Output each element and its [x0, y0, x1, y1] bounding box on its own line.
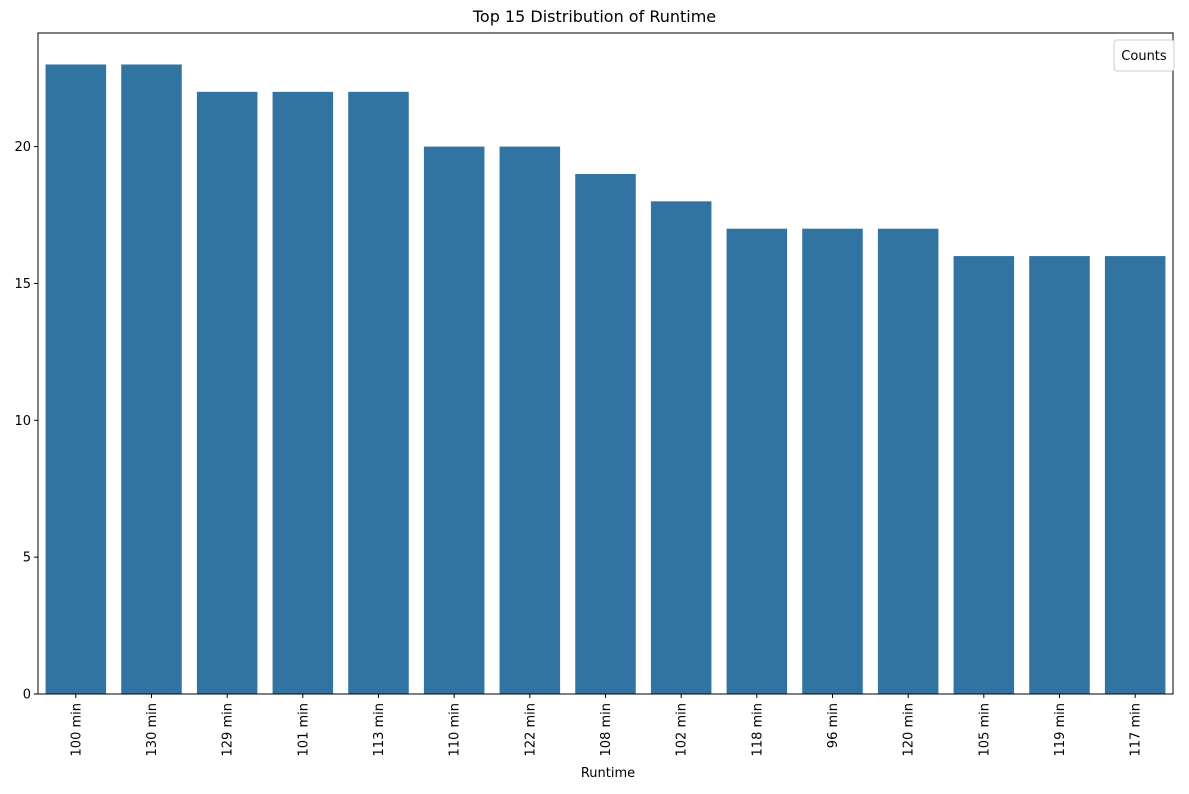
x-axis-label: Runtime — [581, 766, 635, 781]
plot-frame — [37, 32, 1174, 695]
x-tick-label: 105 min — [977, 703, 992, 756]
x-tick-label: 101 min — [296, 703, 311, 756]
y-axis: 0 5 10 15 20 — [14, 140, 38, 703]
y-tick-label: 15 — [14, 277, 31, 292]
bar — [1029, 256, 1090, 694]
bar — [272, 91, 334, 695]
bar — [196, 91, 258, 695]
bar — [45, 64, 107, 695]
bar — [575, 173, 636, 694]
x-tick-label: 113 min — [372, 703, 387, 756]
x-tick-label: 108 min — [599, 703, 614, 756]
x-tick-label: 100 min — [69, 703, 84, 756]
bar — [499, 146, 561, 695]
x-tick-label: 129 min — [221, 703, 236, 756]
x-tick-label: 118 min — [750, 703, 765, 756]
bar — [953, 256, 1015, 694]
bar — [423, 146, 485, 695]
x-tick-label: 122 min — [523, 703, 538, 756]
x-tick-label: 96 min — [826, 703, 841, 748]
bars-layer — [45, 64, 1166, 695]
chart-title: Top 15 Distribution of Runtime — [472, 7, 716, 26]
legend: Counts — [1113, 39, 1175, 72]
y-tick-label: 20 — [14, 140, 31, 155]
legend-title: Counts — [1121, 49, 1167, 64]
bar — [877, 228, 939, 694]
y-tick-label: 5 — [23, 551, 31, 566]
x-tick-label: 120 min — [902, 703, 917, 756]
x-tick-label: 117 min — [1129, 703, 1144, 756]
x-tick-label: 130 min — [145, 703, 160, 756]
y-tick-label: 10 — [14, 414, 31, 429]
bar — [348, 91, 409, 695]
x-tick-label: 110 min — [448, 703, 463, 756]
y-tick-label: 0 — [23, 688, 31, 703]
bar — [121, 64, 182, 695]
x-axis: 100 min 130 min 129 min 101 min 113 min 110 m… — [69, 694, 1144, 756]
bar — [650, 201, 712, 694]
bar — [726, 228, 788, 694]
bar — [802, 228, 863, 694]
x-tick-label: 119 min — [1053, 703, 1068, 756]
bar — [1104, 256, 1166, 694]
x-tick-label: 102 min — [675, 703, 690, 756]
legend-box — [1113, 39, 1175, 72]
